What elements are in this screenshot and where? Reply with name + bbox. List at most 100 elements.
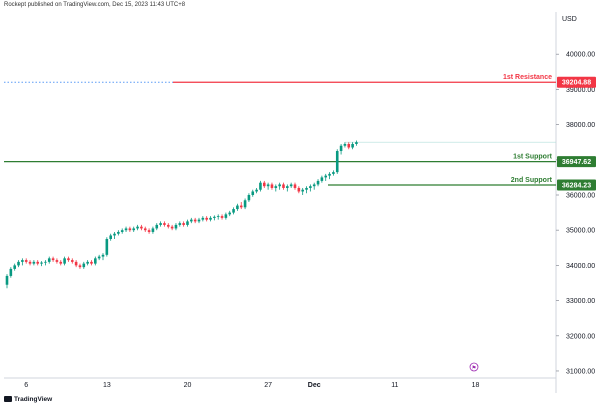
level-price-label: 36947.62: [562, 159, 591, 166]
candle-body: [59, 261, 63, 264]
candle-body: [140, 226, 143, 229]
candle-body: [159, 223, 162, 225]
candle-body: [232, 209, 235, 213]
candle-body: [197, 219, 201, 222]
candle-body: [17, 261, 20, 266]
y-tick-label: 35000.00: [566, 228, 595, 235]
candle-body: [170, 226, 174, 229]
x-tick-label: 11: [391, 382, 398, 389]
candle-body: [309, 186, 312, 188]
candle-body: [220, 216, 224, 218]
candle-body: [163, 223, 166, 225]
candle-body: [205, 217, 208, 220]
candle-body: [9, 268, 13, 276]
candle-body: [78, 265, 82, 268]
candle-body: [44, 261, 47, 263]
candle-body: [124, 228, 128, 231]
candle-body: [286, 186, 289, 188]
candle-body: [293, 184, 297, 188]
candle-body: [82, 263, 86, 268]
candle-body: [259, 182, 262, 190]
candle-body: [63, 258, 66, 264]
candle-body: [278, 184, 281, 187]
level-price-label: 36284.23: [562, 182, 591, 189]
candle-body: [243, 200, 247, 208]
candle-body: [213, 216, 216, 218]
candle-body: [32, 261, 36, 264]
candle-body: [297, 187, 301, 192]
candle-body: [70, 260, 74, 262]
event-marker-icon[interactable]: [469, 362, 479, 372]
candle-body: [190, 219, 193, 222]
x-tick-label: 6: [24, 382, 28, 389]
candle-body: [282, 184, 285, 188]
candle-body: [28, 261, 32, 264]
candle-body: [128, 228, 132, 231]
candle-body: [328, 173, 331, 176]
y-tick-label: 40000.00: [566, 52, 595, 59]
candle-body: [67, 258, 70, 261]
y-tick-label: 34000.00: [566, 263, 595, 270]
candle-body: [36, 261, 40, 264]
level-label: 1st Resistance: [503, 74, 552, 81]
candle-body: [94, 258, 97, 264]
candle-body: [266, 184, 270, 187]
candle-body: [5, 275, 9, 285]
candle-body: [101, 254, 105, 257]
candle-body: [347, 143, 351, 148]
level-price-tag: [557, 76, 596, 88]
candle-body: [155, 224, 159, 229]
candle-body: [97, 256, 101, 259]
tradingview-logo[interactable]: TradingView: [4, 396, 52, 403]
level-price-label: 39204.88: [562, 80, 591, 87]
candle-body: [324, 175, 328, 178]
candle-body: [24, 260, 28, 262]
candle-body: [193, 219, 197, 222]
candle-body: [143, 228, 147, 231]
candle-body: [270, 184, 274, 188]
y-tick-label: 33000.00: [566, 298, 595, 305]
candle-body: [355, 142, 358, 144]
event-marker-letter: ⚑: [472, 365, 477, 372]
level-label: 1st Support: [513, 154, 553, 161]
candle-body: [90, 261, 93, 264]
level-price-tag: [557, 179, 596, 191]
candle-body: [301, 189, 304, 192]
candle-body: [132, 228, 136, 231]
level-price-tag: [557, 156, 596, 168]
candle-body: [251, 191, 255, 195]
x-tick-label: Dec: [308, 382, 321, 389]
candle-body: [47, 258, 51, 262]
candle-body: [105, 238, 109, 255]
candle-body: [247, 195, 251, 201]
candle-body: [166, 224, 170, 227]
candle-body: [136, 226, 139, 229]
candle-body: [182, 223, 185, 225]
candle-body: [86, 261, 89, 264]
candle-body: [117, 231, 120, 234]
candle-body: [174, 224, 178, 229]
candle-body: [21, 260, 24, 262]
candle-body: [320, 177, 324, 181]
tradingview-mark-icon: [4, 396, 12, 402]
candle-body: [120, 230, 124, 232]
candle-body: [332, 172, 335, 174]
publisher-credit: Rockept published on TradingView.com, De…: [4, 2, 186, 8]
x-tick-label: 13: [103, 382, 111, 389]
candle-body: [289, 184, 293, 187]
x-tick-label: 18: [472, 382, 480, 389]
candle-body: [351, 143, 354, 148]
x-tick-label: 20: [184, 382, 192, 389]
candle-body: [74, 261, 78, 266]
candle-body: [316, 180, 320, 185]
y-tick-label: 38000.00: [566, 122, 595, 129]
candle-body: [335, 151, 339, 173]
candle-body: [305, 187, 308, 190]
candle-body: [113, 233, 116, 236]
candle-body: [40, 262, 43, 264]
candle-body: [186, 221, 189, 225]
level-label: 2nd Support: [511, 177, 553, 184]
x-tick-label: 27: [264, 382, 272, 389]
candle-body: [274, 186, 278, 188]
